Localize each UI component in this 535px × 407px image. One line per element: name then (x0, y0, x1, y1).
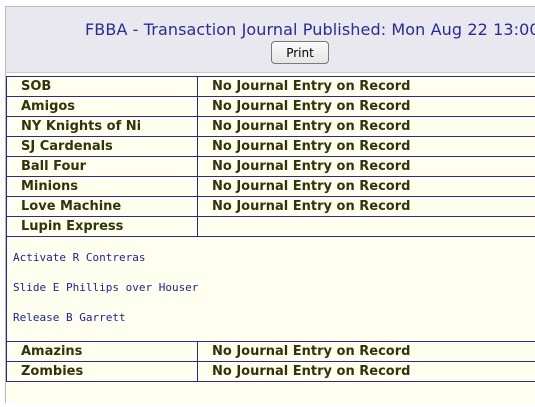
team-name: Amigos (6, 96, 198, 117)
team-name: Minions (6, 176, 198, 197)
team-name: Zombies (6, 361, 198, 382)
page-title: FBBA - Transaction Journal Published: Mo… (85, 20, 535, 39)
journal-table: SOB No Journal Entry on Record Amigos No… (6, 76, 535, 382)
transaction-detail-cell: Activate R Contreras Slide E Phillips ov… (6, 236, 535, 342)
table-row: Lupin Express (6, 216, 535, 237)
journal-entry: No Journal Entry on Record (197, 196, 535, 217)
transaction-detail-row: Activate R Contreras Slide E Phillips ov… (6, 236, 535, 342)
journal-header: FBBA - Transaction Journal Published: Mo… (6, 7, 535, 73)
table-row: Love Machine No Journal Entry on Record (6, 196, 535, 217)
journal-entry: No Journal Entry on Record (197, 176, 535, 197)
table-row: Amigos No Journal Entry on Record (6, 96, 535, 117)
table-row: SOB No Journal Entry on Record (6, 76, 535, 97)
table-row: Minions No Journal Entry on Record (6, 176, 535, 197)
table-row: Zombies No Journal Entry on Record (6, 361, 535, 382)
team-name: SJ Cardenals (6, 136, 198, 157)
journal-entry: No Journal Entry on Record (197, 361, 535, 382)
journal-frame: FBBA - Transaction Journal Published: Mo… (5, 6, 535, 403)
team-name: Lupin Express (6, 216, 198, 237)
table-row: SJ Cardenals No Journal Entry on Record (6, 136, 535, 157)
team-name: NY Knights of Ni (6, 116, 198, 137)
journal-entry: No Journal Entry on Record (197, 76, 535, 97)
team-name: SOB (6, 76, 198, 97)
team-name: Love Machine (6, 196, 198, 217)
table-row: Ball Four No Journal Entry on Record (6, 156, 535, 177)
transaction-item: Activate R Contreras (13, 251, 146, 264)
table-row: Amazins No Journal Entry on Record (6, 341, 535, 362)
team-name: Amazins (6, 341, 198, 362)
team-name: Ball Four (6, 156, 198, 177)
transaction-item: Release B Garrett (13, 311, 126, 324)
transaction-item: Slide E Phillips over Houser (13, 281, 199, 294)
journal-entry (197, 216, 535, 237)
print-button[interactable]: Print (271, 41, 329, 64)
journal-entry: No Journal Entry on Record (197, 96, 535, 117)
journal-entry: No Journal Entry on Record (197, 156, 535, 177)
transaction-list: Activate R Contreras Slide E Phillips ov… (8, 238, 535, 341)
table-row: NY Knights of Ni No Journal Entry on Rec… (6, 116, 535, 137)
journal-entry: No Journal Entry on Record (197, 116, 535, 137)
journal-entry: No Journal Entry on Record (197, 136, 535, 157)
journal-entry: No Journal Entry on Record (197, 341, 535, 362)
